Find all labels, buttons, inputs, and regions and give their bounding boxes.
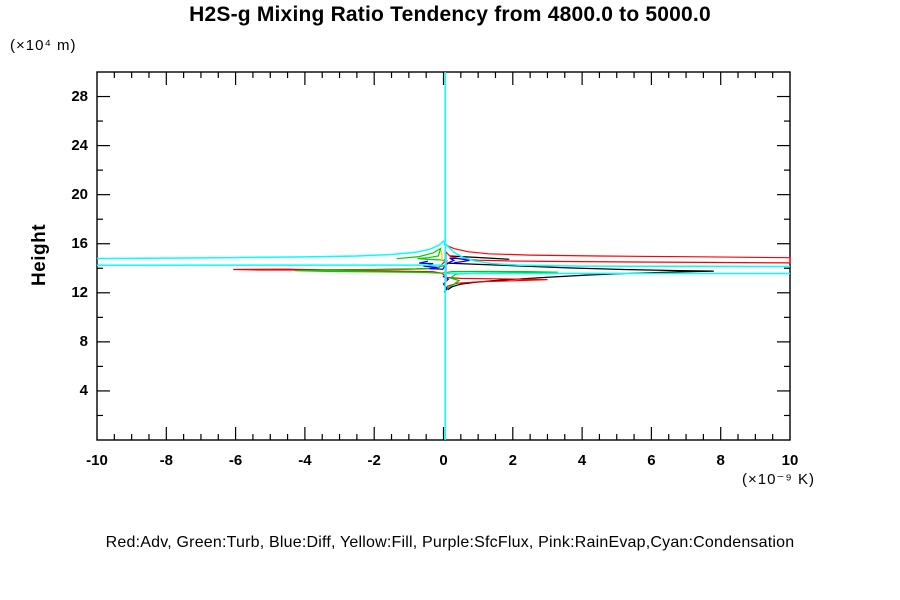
x-tick-label: 0 — [439, 452, 448, 469]
x-tick-label: -8 — [159, 452, 173, 469]
y-tick-label: 28 — [71, 87, 88, 105]
series--unlabeled-black-curve- — [446, 262, 714, 291]
x-tick-label: -2 — [367, 452, 381, 469]
x-tick-label: 8 — [716, 452, 725, 469]
y-axis-unit-label: (×10⁴ m) — [10, 37, 77, 54]
y-tick-label: 4 — [79, 381, 88, 399]
y-tick-label: 24 — [71, 136, 88, 154]
y-tick-label: 20 — [71, 185, 88, 203]
y-tick-label: 16 — [71, 234, 88, 252]
x-tick-label: 6 — [647, 452, 656, 469]
x-tick-label: 10 — [781, 452, 799, 469]
chart-title: H2S-g Mixing Ratio Tendency from 4800.0 … — [189, 3, 711, 26]
y-tick-label: 12 — [71, 283, 88, 301]
x-tick-label: 4 — [577, 452, 587, 469]
x-axis-unit-label: (×10⁻⁹ K) — [742, 471, 815, 488]
legend-text: Red:Adv, Green:Turb, Blue:Diff, Yellow:F… — [105, 534, 795, 551]
x-tick-label: -4 — [298, 452, 312, 469]
series-fill — [440, 250, 443, 262]
plot-frame — [96, 71, 791, 441]
x-tick-label: 2 — [508, 452, 517, 469]
x-tick-label: -6 — [228, 452, 243, 469]
y-tick-label: 8 — [79, 332, 88, 350]
x-tick-label: -10 — [86, 452, 108, 469]
series-condensation — [96, 240, 791, 268]
series--unlabeled-black-curve- — [450, 255, 510, 260]
